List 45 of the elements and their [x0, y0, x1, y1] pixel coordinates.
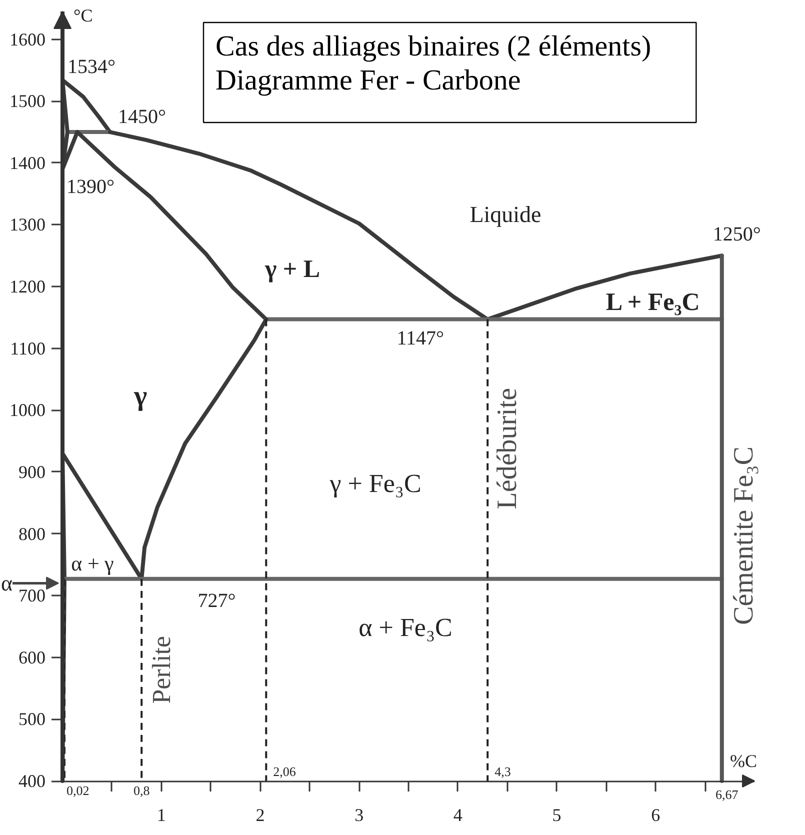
annotation: γ + L	[264, 256, 320, 283]
annotation: 0,8	[133, 783, 150, 798]
y-tick-label: 700	[18, 586, 46, 606]
y-tick-label: 400	[18, 771, 46, 791]
y-tick-label: 1400	[10, 152, 46, 173]
x-tick-label: 3	[354, 805, 364, 825]
x-tick-label: 2	[256, 805, 265, 825]
x-tick-label: 5	[552, 805, 562, 825]
annotation: Liquide	[470, 202, 542, 227]
annotation: 1450°	[118, 106, 166, 128]
y-tick-label: 600	[18, 647, 46, 668]
annotation: 1147°	[396, 327, 444, 350]
y-axis-title: °C	[74, 6, 93, 26]
y-tick-label: 1300	[10, 214, 46, 235]
annotation: γ	[132, 381, 148, 412]
annotation: 2,06	[273, 764, 296, 779]
y-tick-label: 1000	[10, 400, 46, 420]
annotation: 727°	[198, 590, 236, 612]
annotation: γ + Fe₃C	[328, 469, 422, 498]
annotation: 6,67	[716, 787, 739, 802]
text: Cas des alliages binaires (2 éléments)	[216, 30, 652, 62]
x-tick-label: 1	[156, 805, 166, 825]
annotation: α	[0, 570, 13, 596]
annotation: 0,02	[66, 783, 90, 798]
y-tick-label: 1200	[10, 276, 46, 297]
x-axis-title: %C	[730, 751, 757, 771]
x-tick-label: 6	[651, 805, 660, 825]
y-tick-label: 800	[18, 524, 46, 544]
y-tick-label: 1500	[10, 91, 46, 112]
y-tick-label: 1100	[10, 338, 46, 358]
text: Lédéburite	[492, 388, 524, 510]
annotation: L + Fe₃C	[606, 289, 700, 316]
annotation: α + Fe₃C	[358, 613, 452, 642]
annotation: 4,3	[494, 764, 511, 779]
text: Cémentite Fe₃C	[728, 446, 760, 625]
text: Diagramme Fer - Carbone	[216, 64, 521, 96]
annotation: 1390°	[66, 176, 114, 198]
y-tick-label: 1600	[10, 29, 46, 50]
x-tick-label: 4	[453, 805, 462, 825]
annotation: α + γ	[71, 552, 114, 576]
text: Perlite	[147, 636, 176, 704]
y-tick-label: 900	[18, 462, 46, 482]
annotation: 1250°	[712, 224, 761, 246]
annotation: 1534°	[68, 56, 116, 78]
y-tick-label: 500	[18, 709, 46, 730]
